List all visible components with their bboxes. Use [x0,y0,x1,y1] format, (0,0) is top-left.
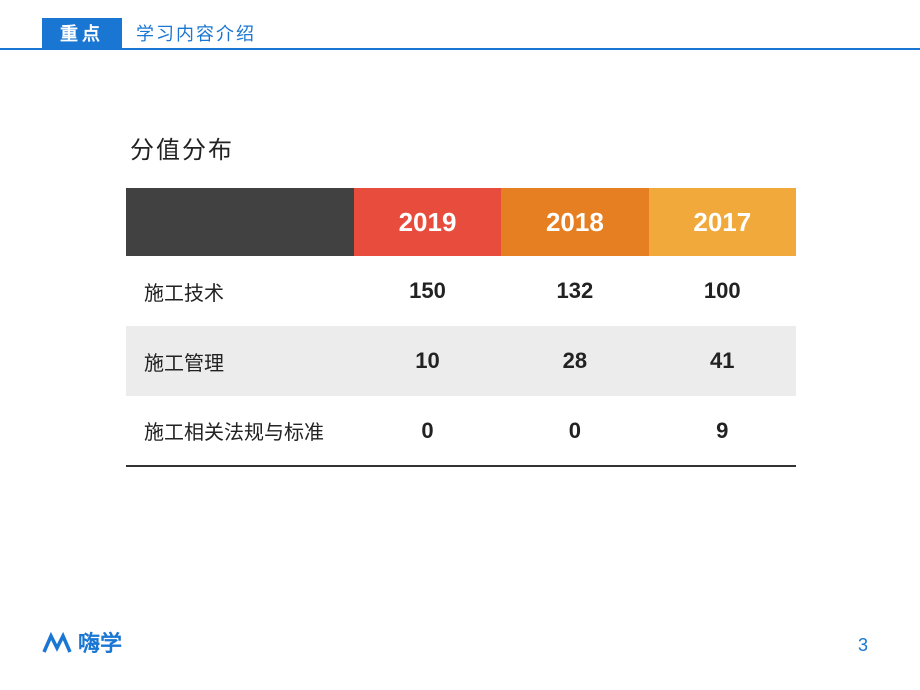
header-bar: 重点 学习内容介绍 [0,18,920,50]
th-2018: 2018 [501,188,648,256]
td-val: 10 [354,326,501,396]
th-blank [126,188,354,256]
table: 2019 2018 2017 施工技术 150 132 100 施工管理 10 … [126,188,796,467]
td-val: 0 [501,396,648,466]
table-row: 施工技术 150 132 100 [126,256,796,326]
table-header-row: 2019 2018 2017 [126,188,796,256]
td-val: 41 [649,326,796,396]
td-val: 150 [354,256,501,326]
td-label: 施工相关法规与标准 [126,396,354,466]
td-val: 28 [501,326,648,396]
table-row: 施工管理 10 28 41 [126,326,796,396]
subtitle: 分值分布 [130,130,234,165]
td-val: 0 [354,396,501,466]
td-val: 132 [501,256,648,326]
header-badge: 重点 [42,18,122,48]
td-val: 100 [649,256,796,326]
score-table: 2019 2018 2017 施工技术 150 132 100 施工管理 10 … [126,188,796,467]
td-label: 施工管理 [126,326,354,396]
td-label: 施工技术 [126,256,354,326]
page-number: 3 [858,635,868,656]
td-val: 9 [649,396,796,466]
th-2017: 2017 [649,188,796,256]
logo-text: 嗨学 [78,626,122,658]
header-title: 学习内容介绍 [122,18,256,48]
logo-icon [42,630,72,654]
table-row: 施工相关法规与标准 0 0 9 [126,396,796,466]
brand-logo: 嗨学 [42,626,122,658]
th-2019: 2019 [354,188,501,256]
